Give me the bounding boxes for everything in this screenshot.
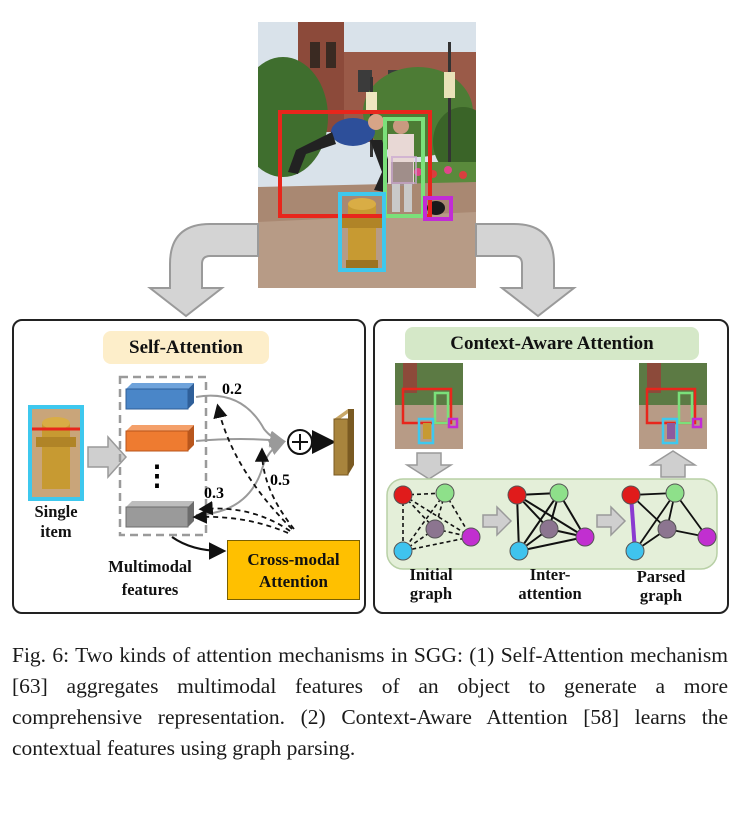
output-feature-block — [333, 409, 354, 476]
parsed-graph-label-2: graph — [639, 586, 683, 605]
split-arrows — [147, 223, 577, 318]
bbox-woman-green — [383, 117, 425, 218]
parsed-graph-label-1: Parsed — [636, 567, 686, 586]
bbox-dog-magenta — [423, 196, 453, 221]
feature-bar-blue — [125, 383, 194, 410]
single-item-image — [28, 405, 84, 501]
initial-graph-label-2: graph — [409, 584, 453, 603]
cross-modal-label-1: Cross-modal — [247, 550, 340, 569]
inter-attention-label-1: Inter- — [529, 565, 571, 584]
bbox-hydrant-blue — [338, 192, 386, 272]
context-aware-title: Context-Aware Attention — [405, 327, 699, 360]
weight-0-2: 0.2 — [222, 381, 242, 398]
weight-0-5: 0.5 — [270, 472, 290, 489]
bbox-person-red — [278, 110, 432, 218]
context-aware-diagram — [386, 363, 718, 570]
self-attention-title: Self-Attention — [103, 331, 269, 364]
feature-bar-grey — [125, 501, 194, 528]
ellipsis-dots: ⋮ — [143, 461, 171, 492]
inter-attention-label-2: attention — [518, 584, 582, 603]
cross-modal-attention-box — [227, 540, 360, 600]
single-item-label-1: Single — [34, 502, 78, 521]
multimodal-features-label-2: features — [121, 580, 179, 599]
cross-modal-label-2: Attention — [259, 572, 328, 591]
thumbnail-output — [639, 363, 707, 449]
figure-caption: Fig. 6: Two kinds of attention mechanism… — [12, 643, 728, 760]
single-item-label-2: item — [40, 522, 72, 541]
self-attention-diagram: ⋮ 0.2 0.3 0.5 — [28, 375, 354, 560]
scene-photo — [258, 22, 476, 288]
thumbnail-input — [395, 363, 463, 449]
multimodal-features-label-1: Multimodal — [108, 557, 192, 576]
initial-graph-label-1: Initial — [409, 565, 453, 584]
weight-0-3: 0.3 — [204, 485, 224, 502]
feature-bar-orange — [125, 425, 194, 452]
